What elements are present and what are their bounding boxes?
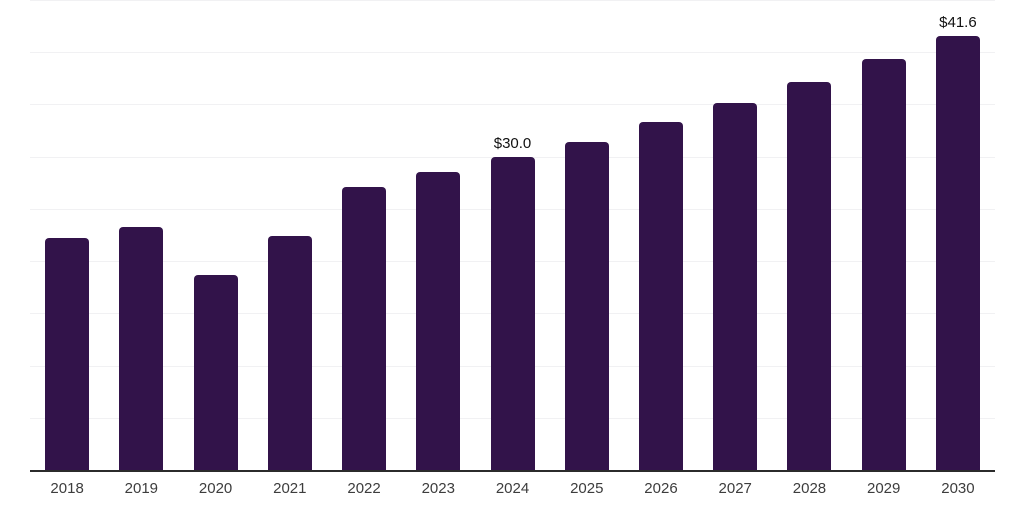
gridline bbox=[30, 104, 995, 105]
x-tick-label: 2024 bbox=[495, 480, 530, 497]
bar-slot bbox=[327, 0, 401, 470]
x-tick-label: 2027 bbox=[718, 480, 752, 497]
x-tick-label: 2030 bbox=[941, 480, 975, 497]
bar bbox=[638, 122, 683, 470]
x-tick-label: 2018 bbox=[50, 480, 84, 497]
bar-slot bbox=[847, 0, 921, 470]
bar bbox=[490, 156, 535, 470]
bar bbox=[45, 238, 90, 470]
bar-slot bbox=[698, 0, 772, 470]
bar-slot: $41.6 bbox=[921, 0, 995, 470]
bar-slot: $30.0 bbox=[475, 0, 549, 470]
bar bbox=[342, 187, 387, 470]
x-tick-label: 2028 bbox=[792, 480, 827, 497]
bar bbox=[267, 236, 312, 470]
bar-slot bbox=[104, 0, 178, 470]
x-tick-label: 2029 bbox=[867, 480, 901, 497]
bar-slot bbox=[772, 0, 846, 470]
bar bbox=[193, 274, 238, 470]
x-tick-label: 2026 bbox=[644, 480, 678, 497]
x-tick-label: 2022 bbox=[347, 480, 381, 497]
bar bbox=[787, 81, 832, 470]
x-tick-label: 2020 bbox=[198, 480, 233, 497]
x-tick-label: 2019 bbox=[124, 480, 159, 497]
bar-slot bbox=[178, 0, 252, 470]
bar-value-label: $30.0 bbox=[493, 134, 532, 152]
bar-value-label: $41.6 bbox=[939, 13, 977, 31]
bar-slot bbox=[401, 0, 475, 470]
x-tick-label: 2025 bbox=[570, 480, 604, 497]
plot-area: $30.0 $41.6 bbox=[30, 0, 995, 472]
bar bbox=[119, 226, 164, 470]
bar bbox=[564, 142, 609, 470]
x-axis-line bbox=[30, 470, 995, 472]
bar-slot bbox=[624, 0, 698, 470]
bar bbox=[935, 35, 980, 470]
gridline bbox=[30, 52, 995, 53]
bar bbox=[713, 103, 758, 470]
x-tick-label: 2023 bbox=[421, 480, 455, 497]
bar bbox=[416, 172, 461, 470]
bar-slot bbox=[550, 0, 624, 470]
bar bbox=[861, 58, 906, 470]
x-axis-labels: 2018 2019 2020 2021 2022 2023 2024 2025 2026 2027… bbox=[30, 480, 995, 498]
x-tick-label: 2021 bbox=[273, 480, 307, 497]
gridline bbox=[30, 0, 995, 1]
bars-container: $30.0 $41.6 bbox=[30, 0, 995, 470]
bar-slot bbox=[253, 0, 327, 470]
bar-slot bbox=[30, 0, 104, 470]
